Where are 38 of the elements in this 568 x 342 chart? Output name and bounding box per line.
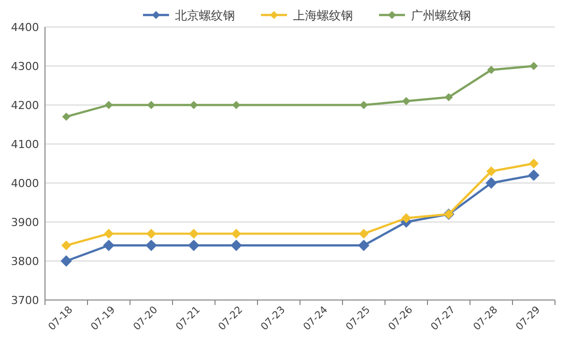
point	[104, 101, 113, 109]
y-tick-label: 4400	[11, 21, 39, 34]
legend-label: 上海螺纹钢	[293, 8, 353, 22]
point	[232, 101, 240, 109]
legend-label: 北京螺纹钢	[175, 8, 235, 22]
y-tick-label: 4300	[11, 60, 39, 73]
y-tick-label: 4000	[11, 177, 39, 190]
point	[190, 101, 198, 109]
point	[402, 213, 411, 223]
point	[358, 240, 370, 251]
point	[530, 62, 538, 70]
point	[103, 240, 114, 251]
point	[486, 178, 497, 188]
point	[486, 166, 496, 176]
point	[104, 229, 114, 238]
point	[60, 256, 72, 266]
point	[444, 93, 453, 102]
point	[230, 240, 242, 251]
y-tick-label: 3900	[11, 216, 39, 229]
point	[359, 229, 368, 238]
point	[146, 229, 156, 238]
point	[147, 101, 156, 109]
y-tick-label: 4100	[11, 138, 39, 151]
y-tick-label: 3700	[11, 294, 39, 307]
point	[528, 170, 540, 181]
legend-label: 广州螺纹钢	[411, 8, 471, 22]
point	[232, 229, 241, 238]
y-tick-label: 4200	[11, 99, 39, 112]
y-tick-label: 3800	[11, 255, 39, 268]
point	[360, 101, 368, 109]
point	[146, 240, 157, 251]
point	[402, 97, 410, 105]
point	[188, 240, 200, 251]
point	[529, 158, 538, 168]
point	[62, 112, 70, 121]
point	[62, 240, 71, 250]
point	[487, 66, 496, 74]
point	[189, 229, 198, 238]
